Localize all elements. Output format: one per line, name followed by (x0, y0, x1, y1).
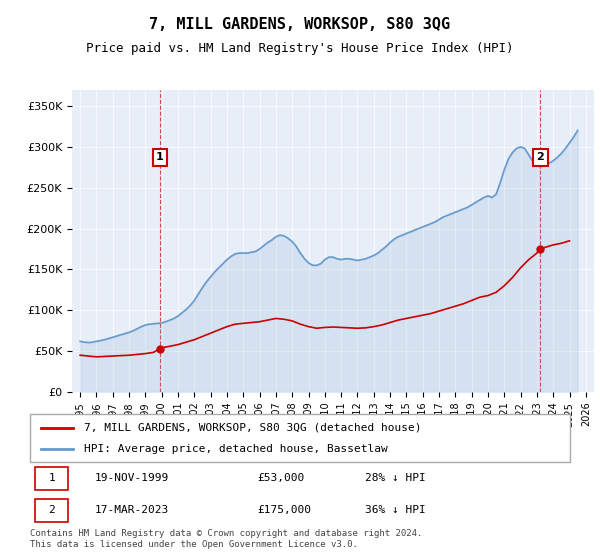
Text: Contains HM Land Registry data © Crown copyright and database right 2024.
This d: Contains HM Land Registry data © Crown c… (30, 529, 422, 549)
Text: 7, MILL GARDENS, WORKSOP, S80 3QG: 7, MILL GARDENS, WORKSOP, S80 3QG (149, 17, 451, 32)
Text: HPI: Average price, detached house, Bassetlaw: HPI: Average price, detached house, Bass… (84, 444, 388, 454)
Text: 19-NOV-1999: 19-NOV-1999 (95, 473, 169, 483)
Text: £175,000: £175,000 (257, 505, 311, 515)
FancyBboxPatch shape (35, 466, 68, 489)
Text: 2: 2 (48, 505, 55, 515)
Text: 1: 1 (156, 152, 164, 162)
Text: Price paid vs. HM Land Registry's House Price Index (HPI): Price paid vs. HM Land Registry's House … (86, 42, 514, 55)
FancyBboxPatch shape (35, 499, 68, 522)
Text: 36% ↓ HPI: 36% ↓ HPI (365, 505, 425, 515)
Text: £53,000: £53,000 (257, 473, 304, 483)
Text: 2: 2 (536, 152, 544, 162)
Text: 7, MILL GARDENS, WORKSOP, S80 3QG (detached house): 7, MILL GARDENS, WORKSOP, S80 3QG (detac… (84, 423, 421, 433)
Text: 1: 1 (48, 473, 55, 483)
Text: 28% ↓ HPI: 28% ↓ HPI (365, 473, 425, 483)
FancyBboxPatch shape (30, 414, 570, 462)
Text: 17-MAR-2023: 17-MAR-2023 (95, 505, 169, 515)
